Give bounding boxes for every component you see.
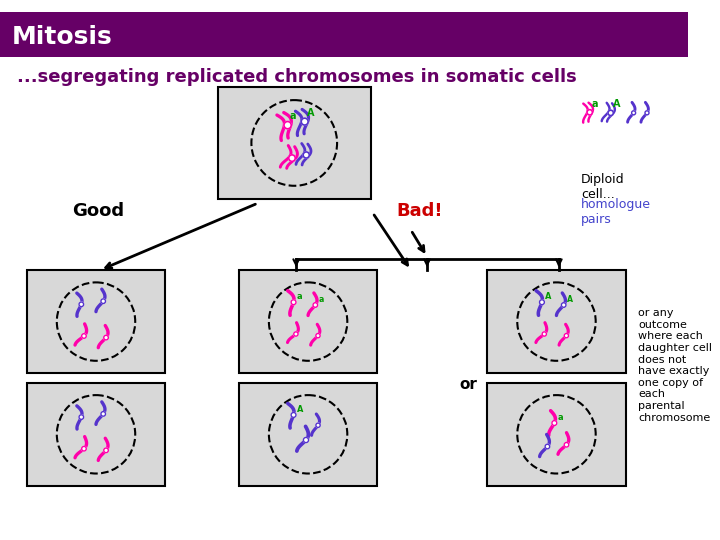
- FancyBboxPatch shape: [27, 270, 166, 373]
- Circle shape: [316, 334, 320, 338]
- Circle shape: [303, 152, 310, 158]
- Circle shape: [631, 111, 636, 115]
- FancyBboxPatch shape: [27, 383, 166, 486]
- Text: A: A: [307, 108, 314, 118]
- Text: Mitosis: Mitosis: [12, 25, 112, 49]
- Circle shape: [564, 334, 569, 338]
- Circle shape: [79, 302, 84, 307]
- Circle shape: [101, 299, 106, 303]
- Text: or: or: [459, 377, 477, 392]
- Text: a: a: [289, 111, 296, 122]
- Text: Diploid
cell...: Diploid cell...: [581, 173, 624, 200]
- Circle shape: [101, 411, 106, 416]
- FancyBboxPatch shape: [239, 270, 377, 373]
- Text: Good: Good: [72, 202, 124, 220]
- FancyBboxPatch shape: [239, 383, 377, 486]
- Circle shape: [645, 111, 649, 115]
- Text: Bad!: Bad!: [397, 202, 443, 220]
- Text: a: a: [557, 413, 563, 422]
- Circle shape: [104, 335, 108, 340]
- Circle shape: [81, 447, 86, 451]
- Circle shape: [284, 122, 291, 129]
- FancyBboxPatch shape: [487, 270, 626, 373]
- Text: A: A: [567, 295, 572, 304]
- Text: ...segregating replicated chromosomes in somatic cells: ...segregating replicated chromosomes in…: [17, 68, 577, 86]
- Circle shape: [291, 300, 296, 305]
- Circle shape: [587, 110, 593, 115]
- Text: a: a: [318, 295, 323, 304]
- FancyBboxPatch shape: [487, 383, 626, 486]
- Text: A: A: [297, 404, 303, 414]
- Text: a: a: [592, 99, 598, 109]
- Text: or any
outcome
where each
daughter cell
does not
have exactly
one copy of
each
p: or any outcome where each daughter cell …: [638, 308, 712, 423]
- Circle shape: [316, 423, 320, 427]
- Text: a: a: [297, 292, 302, 301]
- Circle shape: [539, 300, 544, 305]
- FancyBboxPatch shape: [218, 86, 371, 199]
- Circle shape: [289, 155, 295, 161]
- Circle shape: [81, 334, 86, 338]
- Circle shape: [608, 110, 613, 116]
- Circle shape: [313, 303, 318, 307]
- Circle shape: [79, 415, 84, 420]
- FancyBboxPatch shape: [0, 12, 688, 52]
- Text: A: A: [613, 99, 620, 109]
- Circle shape: [294, 332, 298, 336]
- Circle shape: [562, 303, 566, 307]
- Circle shape: [303, 437, 309, 443]
- Circle shape: [542, 332, 546, 336]
- Circle shape: [552, 421, 557, 426]
- Circle shape: [545, 444, 549, 449]
- Text: homologue
pairs: homologue pairs: [581, 198, 651, 226]
- Circle shape: [301, 118, 308, 125]
- Circle shape: [104, 448, 108, 453]
- Text: A: A: [545, 292, 552, 301]
- FancyBboxPatch shape: [0, 52, 688, 57]
- Circle shape: [564, 442, 569, 447]
- Circle shape: [291, 413, 296, 417]
